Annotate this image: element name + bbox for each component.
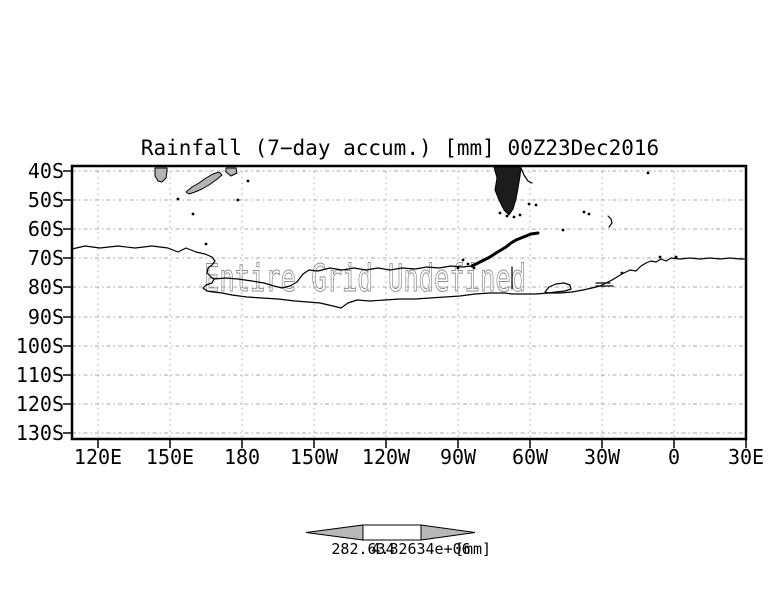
x-tick-label: 120E [74, 445, 122, 469]
land-south-america-tip [493, 166, 522, 216]
x-tick-label: 120W [362, 445, 411, 469]
y-tick-label: 130S [16, 421, 64, 445]
x-tick-label: 60W [512, 445, 549, 469]
island-dot [674, 255, 678, 259]
island-dot [472, 266, 476, 270]
colorbar-box [362, 524, 422, 541]
plot-title: Rainfall (7−day accum.) [mm] 00Z23Dec201… [140, 136, 660, 160]
y-tick-label: 90S [28, 305, 64, 329]
island-dot [505, 214, 509, 218]
x-tick-label: 90W [440, 445, 477, 469]
plot-frame [70, 164, 748, 441]
y-tick-label: 100S [16, 334, 64, 358]
colorbar-right-arrow [420, 524, 476, 541]
x-tick-label: 150W [290, 445, 339, 469]
land-new-zealand-north [225, 167, 238, 177]
island-dot [646, 171, 650, 175]
island-dot [498, 211, 502, 215]
island-dot [620, 271, 624, 275]
island-dot [527, 202, 531, 206]
y-tick-label: 120S [16, 392, 64, 416]
x-tick-label: 180 [224, 445, 260, 469]
island-dot [466, 262, 470, 266]
x-tick-label: 0 [668, 445, 680, 469]
land-tasmania [154, 167, 168, 183]
x-tick-label: 30E [728, 445, 764, 469]
coastline-antarctica-main [212, 257, 747, 309]
coastline-south-sandwich-arc [607, 215, 613, 228]
island-dot [518, 213, 522, 217]
island-dot [456, 266, 460, 270]
colorbar [305, 524, 476, 541]
island-dot [658, 255, 662, 259]
island-dot [176, 197, 180, 201]
colorbar-left-arrow [305, 524, 364, 541]
y-tick-label: 70S [28, 246, 64, 270]
y-tick-label: 80S [28, 275, 64, 299]
island-dot [582, 210, 586, 214]
island-dot [561, 228, 565, 232]
x-tick-label: 30W [584, 445, 621, 469]
island-dot [512, 215, 516, 219]
colorbar-min-label: 282.634 [331, 540, 395, 558]
island-dot [191, 212, 195, 216]
x-tick-label: 150E [146, 445, 194, 469]
colorbar-unit-label: [mm] [454, 540, 492, 558]
coastline-ice-shelf-loop [544, 282, 572, 294]
land-new-zealand-south [185, 171, 223, 195]
island-dot [204, 242, 208, 246]
y-tick-label: 110S [16, 363, 64, 387]
y-tick-label: 40S [28, 159, 64, 183]
coastline-antarctic-peninsula [470, 231, 540, 268]
island-dot [587, 212, 591, 216]
grid-undefined-annotation: Entire Grid Undefined [204, 257, 526, 300]
y-tick-label: 60S [28, 217, 64, 241]
coastline-antarctica-west [71, 245, 216, 293]
coastline-antarctica-inner [213, 265, 473, 289]
island-dot [236, 198, 240, 202]
y-tick-label: 50S [28, 188, 64, 212]
island-dot [461, 258, 465, 262]
island-dot [534, 203, 538, 207]
coastline-south-america-east [520, 167, 533, 184]
island-dot [246, 179, 250, 183]
colorbar-max-label: 4.82634e+06 [371, 540, 471, 558]
